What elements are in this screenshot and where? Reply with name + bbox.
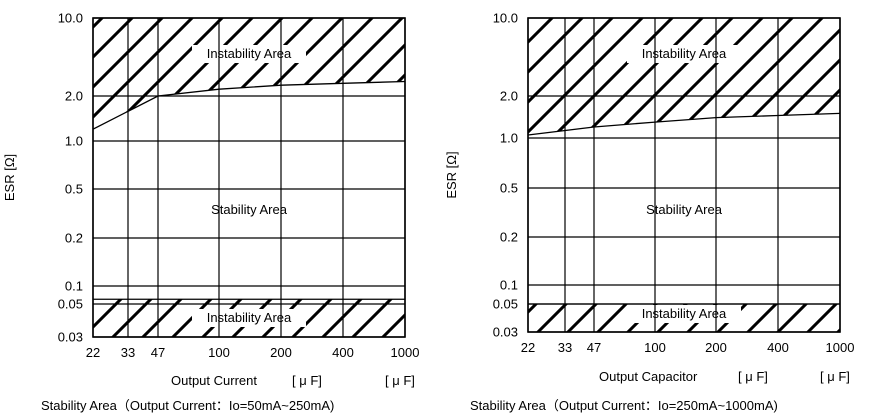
x-tick-label: 100 [644, 340, 666, 355]
x-tick-label: 47 [151, 345, 165, 360]
x-tick-label: 33 [121, 345, 135, 360]
chart-caption: Stability Area（Output Current：Io=250mA~1… [470, 398, 778, 413]
upper-instability-region [93, 18, 405, 130]
x-tick-label: 33 [558, 340, 572, 355]
region-label-lower: Instability Area [642, 306, 727, 321]
y-tick-label: 0.1 [500, 278, 518, 293]
region-label-background [192, 45, 306, 63]
region-label-lower: Instability Area [207, 310, 292, 325]
x-tick-label: 200 [705, 340, 727, 355]
y-tick-label: 0.05 [58, 297, 83, 312]
chart-2: 0.03 0.05 0.1 0.2 0.5 1.0 2.0 10.0 22 33 47 100 200 4… [444, 11, 854, 414]
upper-instability-region [528, 18, 840, 135]
upper-stability-boundary [527, 112, 841, 136]
y-axis-label: ESR [Ω] [444, 151, 459, 198]
y-tick-label: 0.2 [500, 230, 518, 245]
chart-1: 0.03 0.05 0.1 0.2 0.5 1.0 2.0 10.0 22 33 47 100 200 4… [2, 11, 419, 414]
x-tick-label: 1000 [826, 340, 855, 355]
y-tick-label: 1.0 [65, 134, 83, 149]
region-label-middle: Stability Area [646, 202, 723, 217]
plot-frame [92, 17, 406, 338]
y-tick-label: 2.0 [500, 89, 518, 104]
region-label-background [192, 309, 306, 327]
chart-caption: Stability Area（Output Current：Io=50mA~25… [41, 398, 334, 413]
plot-frame [527, 17, 841, 333]
region-label-middle: Stability Area [211, 202, 288, 217]
y-tick-label: 0.03 [493, 325, 518, 340]
x-tick-label: 400 [332, 345, 354, 360]
x-axis-unit-right: [ μ F] [820, 369, 850, 384]
y-tick-label: 1.0 [500, 131, 518, 146]
region-label-upper: Instability Area [642, 46, 727, 61]
upper-stability-boundary [92, 80, 406, 130]
y-tick-label: 0.5 [500, 181, 518, 196]
y-tick-label: 0.5 [65, 182, 83, 197]
x-tick-label: 100 [208, 345, 230, 360]
x-tick-label: 47 [587, 340, 601, 355]
x-tick-label: 1000 [391, 345, 420, 360]
region-label-upper: Instability Area [207, 46, 292, 61]
y-tick-label: 10.0 [493, 11, 518, 26]
x-axis-label: Output Capacitor [599, 369, 698, 384]
x-tick-label: 22 [521, 340, 535, 355]
x-axis-unit-right: [ μ F] [385, 373, 415, 388]
y-tick-label: 10.0 [58, 11, 83, 26]
x-tick-label: 200 [270, 345, 292, 360]
x-axis-unit: [ μ F] [738, 369, 768, 384]
y-tick-label: 0.03 [58, 330, 83, 345]
x-tick-label: 22 [86, 345, 100, 360]
x-tick-label: 400 [767, 340, 789, 355]
y-tick-label: 0.2 [65, 231, 83, 246]
y-tick-label: 2.0 [65, 89, 83, 104]
y-axis-label: ESR [Ω] [2, 154, 17, 201]
y-tick-label: 0.05 [493, 297, 518, 312]
y-tick-label: 0.1 [65, 279, 83, 294]
x-axis-unit: [ μ F] [292, 373, 322, 388]
x-axis-label: Output Current [171, 373, 257, 388]
